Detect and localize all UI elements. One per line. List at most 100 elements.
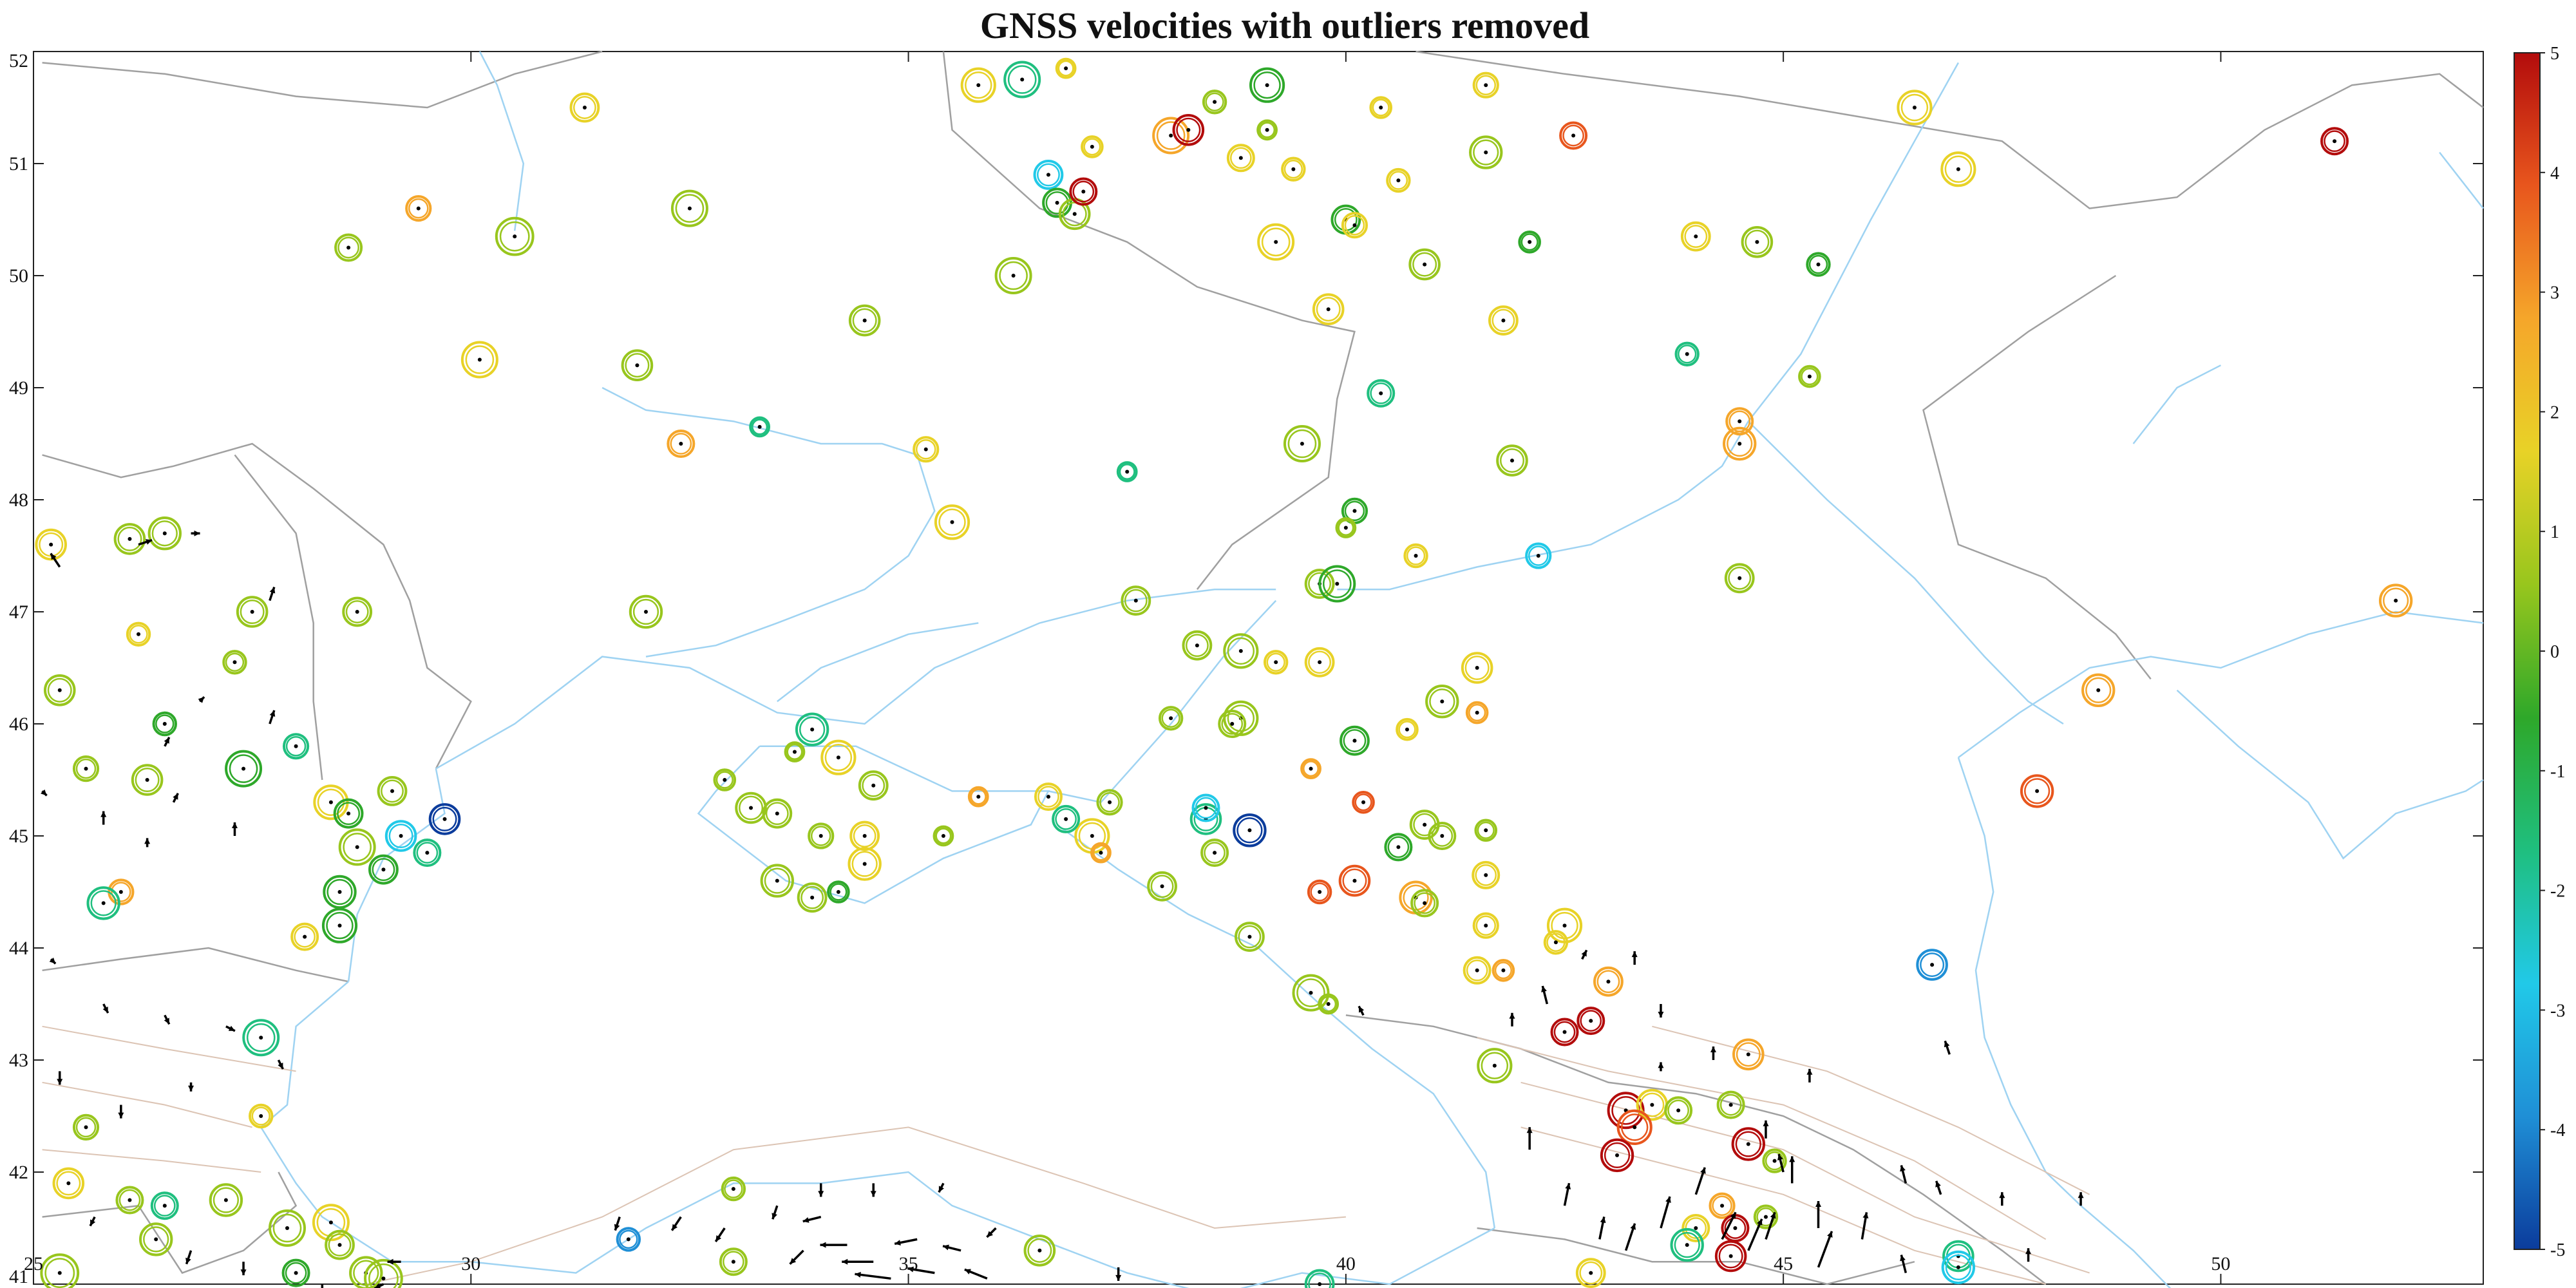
station-inner-circle	[272, 1213, 302, 1243]
station-inner-circle	[999, 261, 1028, 290]
station-inner-circle	[1579, 1261, 1603, 1285]
station-point	[1414, 554, 1418, 558]
river-line	[601, 386, 936, 658]
station-inner-circle	[388, 823, 413, 849]
station-inner-circle	[213, 1187, 240, 1213]
station-point	[819, 834, 823, 838]
x-tick-label: 35	[899, 1253, 918, 1274]
station-circle	[1256, 119, 1278, 141]
map-frame	[33, 51, 2484, 1285]
arrow-head	[1565, 1183, 1571, 1189]
fault-line	[42, 1149, 261, 1173]
river-line	[392, 1171, 1495, 1288]
colorbar-tick-label: -1	[2550, 762, 2565, 782]
station-point	[1108, 800, 1112, 804]
arrow-head	[49, 957, 56, 964]
station-circle	[368, 854, 399, 885]
station-circle	[242, 1019, 280, 1057]
station-inner-circle	[1204, 842, 1226, 864]
station-point	[1738, 419, 1742, 424]
station-inner-circle	[1808, 254, 1828, 274]
station-point	[1475, 968, 1479, 972]
station-circle	[858, 770, 889, 801]
station-point	[1589, 1271, 1593, 1275]
station-circle	[1731, 1127, 1766, 1161]
station-point	[1318, 890, 1322, 894]
station-inner-circle	[1176, 117, 1201, 142]
station-inner-circle	[1520, 233, 1539, 251]
fault-line	[1520, 1126, 2046, 1285]
x-tick-label: 30	[461, 1253, 480, 1274]
station-circle	[1263, 650, 1289, 675]
station-circle	[152, 711, 177, 737]
station-point	[1440, 834, 1444, 838]
station-circle	[1897, 90, 1933, 126]
arrow-head	[198, 697, 205, 703]
station-inner-circle	[1057, 60, 1074, 77]
station-circle	[333, 798, 364, 829]
border-line	[42, 947, 349, 983]
station-point	[976, 795, 981, 799]
station-point	[1738, 442, 1742, 446]
station-inner-circle	[432, 806, 457, 831]
station-inner-circle	[368, 1263, 399, 1288]
station-inner-circle	[327, 878, 353, 905]
station-circle	[1600, 1138, 1634, 1173]
y-tick-label: 43	[9, 1050, 28, 1071]
station-inner-circle	[1303, 761, 1319, 777]
river-line	[1747, 421, 2064, 725]
station-circle	[495, 216, 535, 256]
station-point	[154, 1237, 158, 1242]
station-point	[723, 778, 727, 782]
station-inner-circle	[724, 1179, 743, 1198]
station-inner-circle	[1308, 1273, 1332, 1288]
station-circle	[1367, 379, 1396, 408]
station-circle	[86, 886, 120, 920]
station-point	[836, 755, 840, 760]
station-circle	[334, 233, 363, 262]
station-circle	[735, 791, 767, 824]
station-circle	[1472, 912, 1499, 939]
station-circle	[827, 880, 850, 904]
station-inner-circle	[1553, 1021, 1576, 1043]
station-point	[285, 1226, 289, 1230]
station-circle	[1680, 221, 1711, 252]
station-inner-circle	[1466, 959, 1488, 981]
station-inner-circle	[1546, 933, 1566, 952]
arrow-head	[1730, 1212, 1736, 1219]
station-inner-circle	[1296, 978, 1325, 1007]
station-circle	[1218, 710, 1247, 738]
arrow-head	[100, 811, 107, 817]
station-circle	[1577, 1007, 1605, 1036]
station-inner-circle	[44, 1258, 75, 1288]
station-inner-circle	[118, 1189, 141, 1211]
station-circle	[1338, 864, 1371, 897]
station-point	[1423, 822, 1427, 827]
river-line	[1337, 421, 1749, 591]
station-inner-circle	[465, 345, 495, 374]
station-point	[294, 744, 298, 748]
arrow-head	[1658, 1062, 1664, 1068]
station-point	[2394, 598, 2398, 603]
station-inner-circle	[1156, 121, 1186, 150]
station-point	[1326, 1002, 1331, 1006]
station-circle	[1575, 1258, 1606, 1288]
station-inner-circle	[824, 743, 853, 772]
station-circle	[621, 349, 654, 382]
station-point	[1326, 307, 1331, 312]
station-inner-circle	[499, 221, 530, 252]
station-inner-circle	[675, 194, 705, 223]
station-point	[1361, 800, 1366, 804]
station-inner-circle	[1195, 797, 1217, 819]
station-circle	[43, 674, 76, 706]
station-inner-circle	[251, 1106, 270, 1126]
station-point	[513, 234, 517, 239]
arrow-head	[1700, 1167, 1706, 1174]
station-inner-circle	[965, 71, 992, 99]
station-circle	[1410, 889, 1439, 918]
station-inner-circle	[1667, 1099, 1689, 1122]
station-circle	[1257, 223, 1295, 261]
station-inner-circle	[1322, 569, 1352, 598]
station-circle	[364, 1258, 403, 1288]
station-inner-circle	[153, 1195, 176, 1217]
